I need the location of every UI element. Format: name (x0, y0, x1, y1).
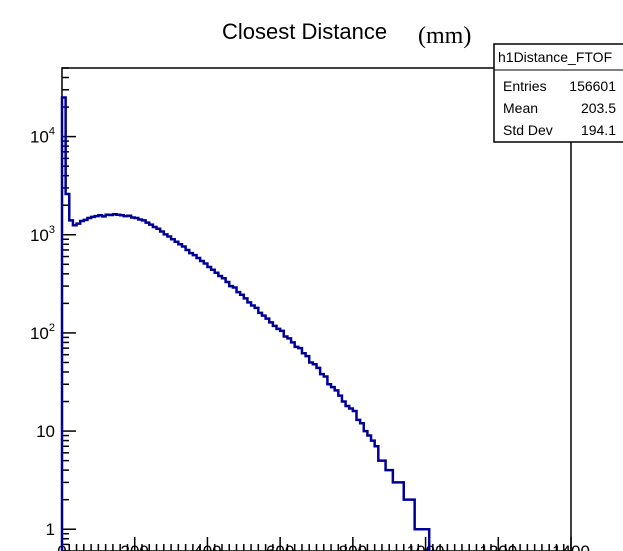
x-tick-label: 400 (193, 542, 221, 551)
histogram-series (60, 96, 431, 551)
chart-title: Closest Distance (222, 19, 387, 44)
stats-value-entries: 156601 (569, 78, 616, 94)
x-tick-label: 1400 (552, 542, 590, 551)
stats-box-frame (493, 43, 623, 143)
stats-label-mean: Mean (503, 100, 538, 116)
x-tick-label: 600 (266, 542, 294, 551)
x-tick-label: 1200 (479, 542, 517, 551)
stats-label-stddev: Std Dev (503, 122, 553, 138)
chart-title-unit: (mm) (418, 23, 471, 49)
y-tick-label: 103 (30, 224, 55, 245)
x-tick-label: 200 (121, 542, 149, 551)
x-tick-label: 1000 (407, 542, 445, 551)
axis-tick-labels: 0200400600800100012001400110102103104 (30, 126, 590, 551)
stats-box-name: h1Distance_FTOF (498, 49, 612, 65)
y-tick-label: 10 (36, 422, 55, 441)
histogram-line (60, 96, 431, 551)
y-tick-label: 104 (30, 126, 55, 147)
stats-value-stddev: 194.1 (581, 122, 616, 138)
y-tick-label: 102 (30, 322, 55, 343)
stats-box: h1Distance_FTOF Entries 156601 Mean 203.… (493, 43, 623, 143)
x-tick-label: 800 (339, 542, 367, 551)
stats-value-mean: 203.5 (581, 100, 616, 116)
y-tick-label: 1 (46, 520, 55, 539)
stats-label-entries: Entries (503, 78, 547, 94)
